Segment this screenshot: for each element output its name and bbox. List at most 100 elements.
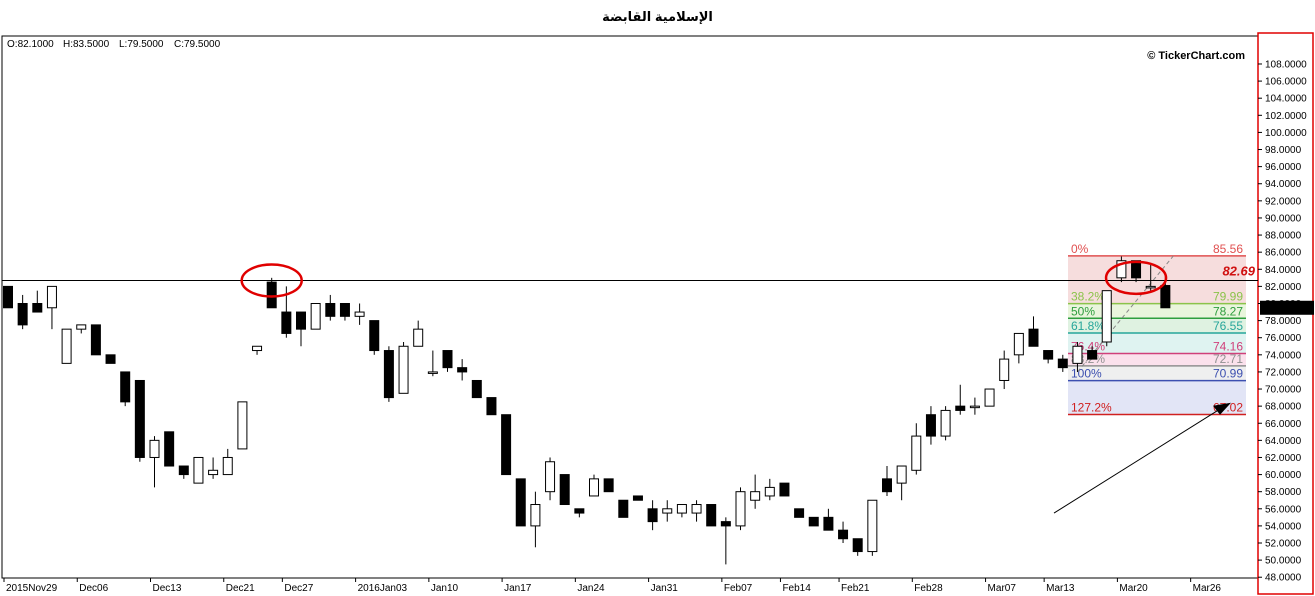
fib-level-pct: 0% — [1071, 242, 1089, 256]
candle — [896, 465, 907, 501]
candle — [398, 341, 409, 394]
x-tick-label: Feb14 — [782, 583, 811, 594]
y-tick-label: 106.0000 — [1265, 77, 1307, 88]
candle-body-down — [383, 350, 394, 399]
y-tick-label: 74.0000 — [1265, 350, 1302, 361]
y-tick-label: 82.0000 — [1265, 282, 1302, 293]
candle-body-down — [574, 508, 585, 514]
x-tick-label: Dec13 — [153, 583, 182, 594]
candle — [691, 500, 702, 522]
x-tick-label: Jan31 — [651, 583, 679, 594]
candle — [940, 406, 951, 441]
candle-body-up — [911, 435, 922, 471]
candle-body-down — [120, 371, 131, 403]
candle — [603, 478, 614, 493]
x-tick-label: Mar26 — [1193, 583, 1222, 594]
candle-body-down — [501, 414, 512, 476]
candle-body-down — [603, 478, 614, 493]
candle-body-up — [208, 469, 219, 476]
candle — [3, 285, 13, 309]
candle — [779, 482, 790, 497]
candle-body-up — [1072, 345, 1083, 364]
candle — [545, 457, 556, 501]
candle — [237, 401, 248, 450]
y-tick-label: 62.0000 — [1265, 453, 1302, 464]
candle — [618, 499, 629, 518]
candle — [457, 359, 468, 381]
candle-body-up — [969, 405, 980, 409]
candle-body-up — [545, 461, 556, 493]
candle-body-down — [515, 478, 526, 527]
candle-body-up — [589, 478, 599, 497]
candle — [486, 397, 497, 416]
candle — [589, 474, 599, 497]
y-tick-label: 84.0000 — [1265, 265, 1302, 276]
ohlc-high: H:83.5000 — [63, 39, 110, 50]
y-tick-label: 86.0000 — [1265, 248, 1302, 259]
candle-body-up — [76, 324, 87, 330]
candle-body-down — [647, 508, 658, 523]
y-tick-label: 50.0000 — [1265, 556, 1302, 567]
candle-body-up — [1013, 332, 1024, 356]
candle-body-down — [882, 478, 892, 493]
candle-body-down — [17, 302, 28, 326]
candle-body-down — [442, 350, 453, 369]
candle-body-up — [999, 358, 1010, 381]
y-tick-label: 98.0000 — [1265, 145, 1302, 156]
candle — [530, 491, 541, 548]
candle — [252, 345, 263, 355]
candle — [501, 414, 512, 476]
time-axis[interactable]: 2015Nov29 Dec06 Dec13 Dec21 Dec27 2016Jan03 Ja… — [3, 578, 1222, 594]
candle — [969, 397, 980, 415]
candle — [120, 371, 131, 407]
candle — [46, 285, 57, 330]
candle — [32, 290, 43, 313]
y-tick-label: 60.0000 — [1265, 470, 1302, 481]
candle — [925, 406, 936, 445]
y-tick-label: 96.0000 — [1265, 162, 1302, 173]
candle-body-down — [720, 521, 731, 527]
trend-arrow-head — [1213, 402, 1231, 415]
candle — [1057, 354, 1068, 372]
y-tick-label: 88.0000 — [1265, 231, 1302, 242]
fib-level-pct: 127.2% — [1071, 401, 1112, 415]
candle — [1028, 316, 1039, 347]
candle — [1101, 290, 1112, 347]
fib-zone — [1068, 303, 1246, 319]
candle-body-up — [61, 328, 72, 364]
y-tick-label: 92.0000 — [1265, 196, 1302, 207]
highlight-ellipse — [240, 263, 303, 298]
candle — [764, 478, 775, 501]
candle-body-down — [134, 379, 145, 458]
candle — [735, 487, 746, 531]
candle — [984, 388, 995, 407]
candle-body-down — [281, 311, 292, 334]
y-tick-label: 72.0000 — [1265, 367, 1302, 378]
candle — [882, 466, 892, 496]
fib-zone — [1068, 255, 1246, 304]
candle — [706, 504, 717, 527]
fib-zone — [1068, 318, 1246, 334]
candle — [515, 478, 526, 527]
candle — [76, 324, 87, 334]
candle-body-up — [427, 371, 438, 374]
last-price-badge — [1260, 300, 1314, 315]
candle — [471, 379, 482, 399]
candle — [134, 379, 145, 462]
x-tick-label: Feb07 — [724, 583, 753, 594]
candle — [369, 320, 380, 355]
candle — [632, 495, 643, 501]
price-axis[interactable]: 48.0000 50.0000 52.0000 54.0000 56.0000 58.00… — [1222, 59, 1314, 584]
candle — [808, 516, 819, 527]
x-tick-label: Jan17 — [504, 583, 532, 594]
candle — [647, 500, 658, 531]
candle-body-up — [676, 504, 687, 514]
candle-body-down — [90, 324, 101, 356]
candle — [662, 500, 673, 522]
candle-body-down — [559, 474, 570, 506]
highlight-ellipse — [1104, 260, 1168, 296]
candle-body-up — [1116, 260, 1127, 279]
candle — [750, 474, 761, 509]
